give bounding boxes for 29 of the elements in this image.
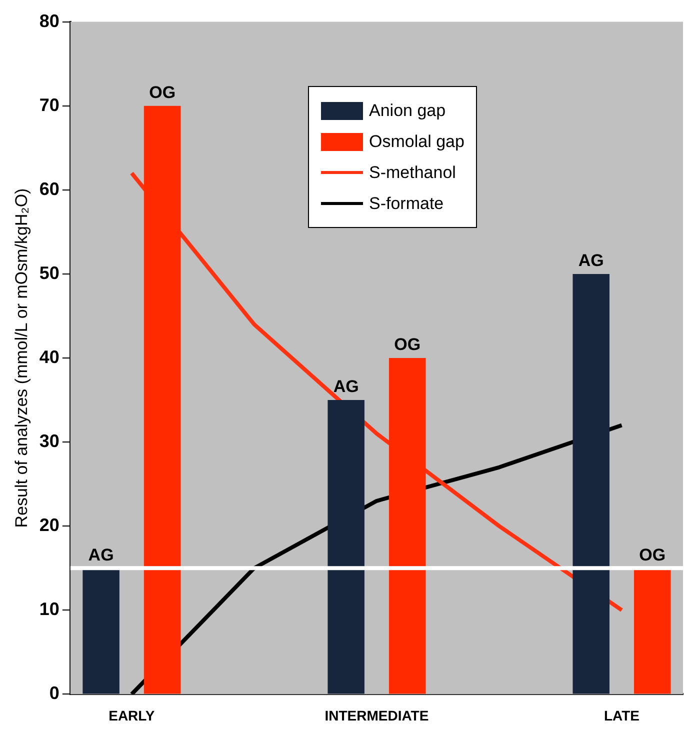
bar (328, 400, 364, 694)
y-tick-label: 50 (39, 262, 60, 283)
data-label: AG (88, 545, 114, 564)
x-tick-label: INTERMEDIATE (324, 707, 429, 724)
data-label: AG (333, 377, 359, 396)
y-tick-label: 30 (39, 431, 60, 452)
y-tick-label: 0 (49, 683, 60, 704)
legend-label: Osmolal gap (369, 132, 464, 152)
y-tick-label: 60 (39, 178, 60, 199)
x-tick-label: EARLY (108, 707, 156, 724)
data-label: OG (639, 545, 666, 564)
y-tick-label: 20 (39, 515, 60, 536)
data-label: AG (578, 251, 604, 270)
bar (144, 106, 181, 694)
x-tick-label: LATE (604, 707, 640, 724)
y-tick-label: 80 (39, 10, 60, 31)
y-tick-label: 10 (39, 599, 60, 620)
y-axis-title: Result of analyzes (mmol/L or mOsm/kgH₂O) (12, 188, 31, 528)
legend-label: Anion gap (369, 100, 446, 120)
bar (572, 274, 610, 694)
data-label: OG (394, 335, 421, 354)
y-tick-label: 40 (39, 346, 60, 367)
bar (388, 358, 426, 694)
y-tick-label: 70 (39, 94, 60, 115)
legend-label: S-formate (369, 194, 444, 214)
bar (82, 568, 120, 694)
legend-label: S-methanol (369, 162, 456, 182)
data-label: OG (149, 83, 176, 102)
bar (634, 568, 671, 694)
